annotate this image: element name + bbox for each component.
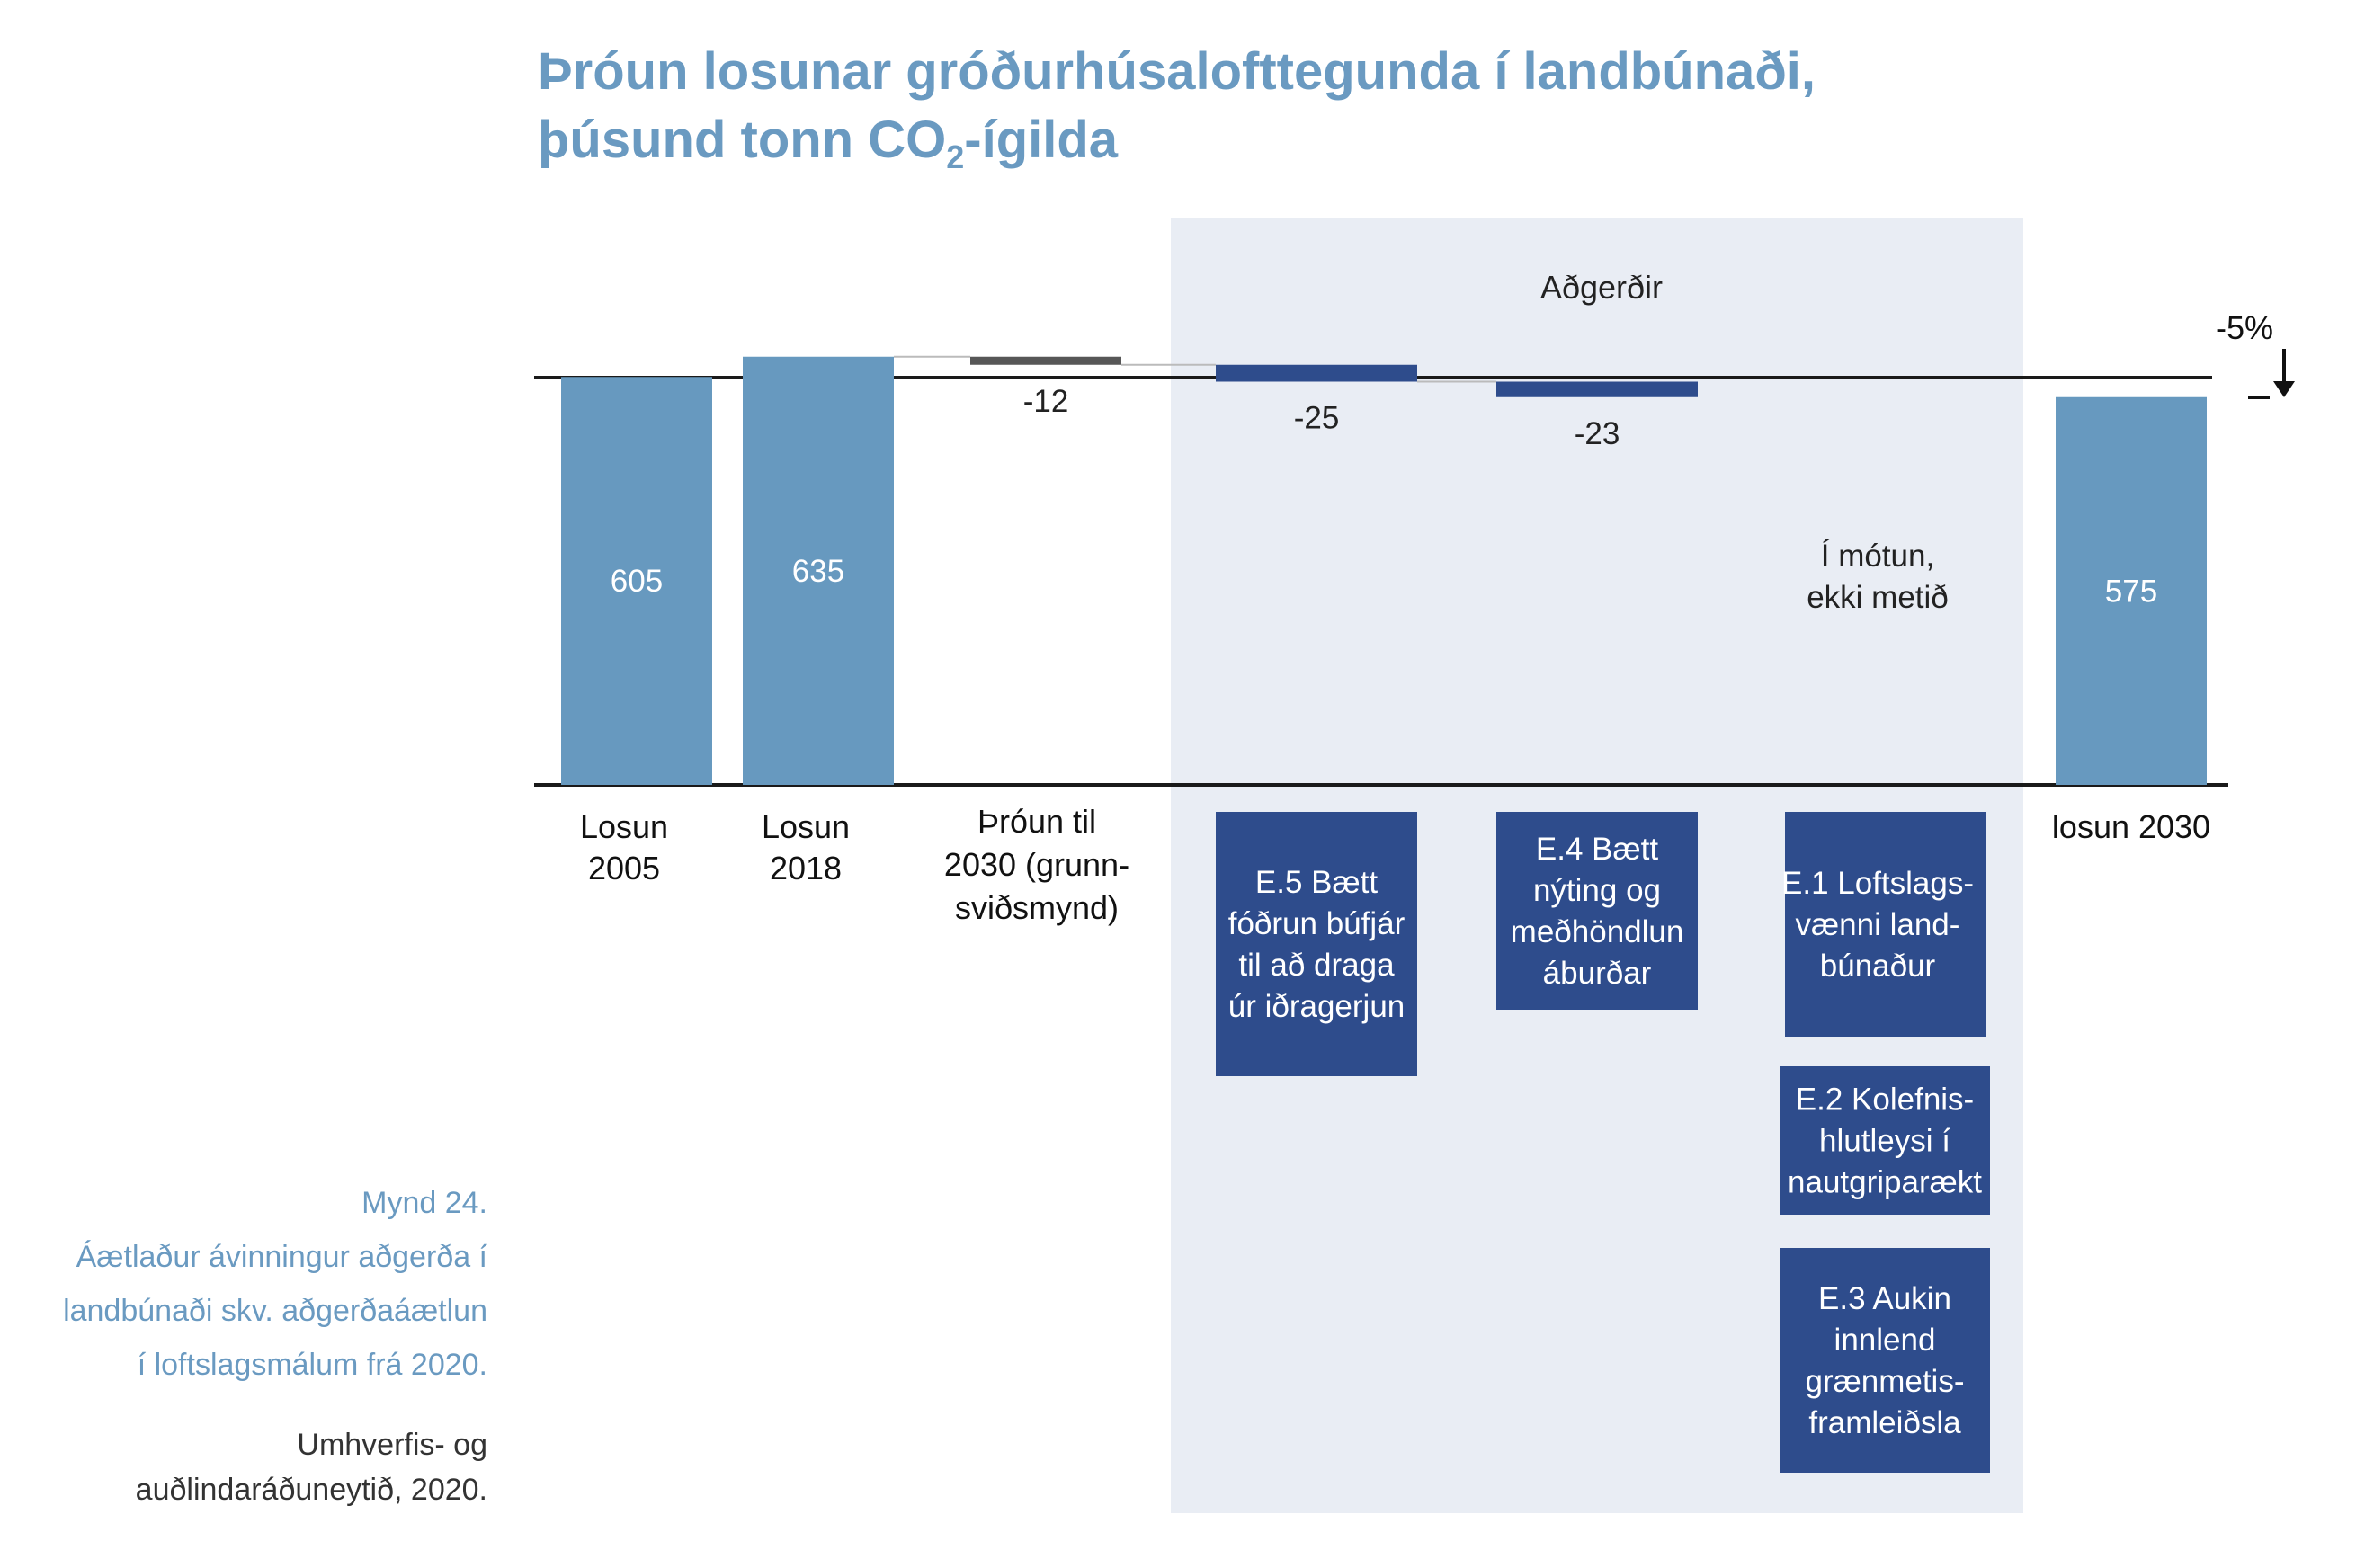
category-label-0-1: 2005 bbox=[588, 850, 660, 886]
chart-title-subscript: 2 bbox=[946, 138, 965, 175]
category-label-0-0: Losun bbox=[580, 808, 668, 845]
category-label-2-2: sviðsmynd) bbox=[955, 889, 1119, 926]
action-box-extra-label-0-2: nautgriparækt bbox=[1788, 1165, 1982, 1200]
caption-line-2: landbúnaði skv. aðgerðaáætlun bbox=[63, 1294, 487, 1328]
action-box-extra-label-0-1: hlutleysi í bbox=[1819, 1124, 1950, 1159]
change-arrow-head bbox=[2273, 381, 2295, 397]
bar-total-0 bbox=[561, 377, 712, 785]
caption-source-line-1: Umhverfis- og bbox=[297, 1428, 487, 1462]
figure-caption: Mynd 24. Áætlaður ávinningur aðgerða í l… bbox=[20, 1176, 487, 1512]
action-box-label-5-0: E.1 Loftslags- bbox=[1781, 866, 1974, 901]
bar-delta-label-3: -25 bbox=[1294, 401, 1340, 436]
bar-delta-label-2: -12 bbox=[1023, 384, 1069, 419]
action-box-label-3-1: fóðrun búfjár bbox=[1228, 906, 1406, 941]
action-box-extra-0 bbox=[1780, 1066, 1990, 1215]
action-box-extra-label-1-2: grænmetis- bbox=[1806, 1364, 1965, 1399]
category-label-2-0: Þróun til bbox=[977, 803, 1096, 840]
bar-value-label-0: 605 bbox=[611, 564, 663, 599]
action-box-label-4-2: meðhöndlun bbox=[1511, 914, 1684, 949]
not-assessed-label-2: ekki metið bbox=[1807, 580, 1949, 615]
action-box-label-3-0: E.5 Bætt bbox=[1255, 865, 1378, 900]
bar-total-1 bbox=[743, 356, 894, 785]
chart-title-line2: þúsund tonn CO2-ígilda bbox=[538, 106, 2156, 174]
chart-title-line2-pre: þúsund tonn CO bbox=[538, 111, 947, 169]
change-percent-label: -5% bbox=[2216, 309, 2273, 346]
action-box-label-4-3: áburðar bbox=[1543, 956, 1652, 991]
action-box-label-4-0: E.4 Bætt bbox=[1536, 832, 1658, 867]
action-box-label-5-1: vænni land- bbox=[1796, 907, 1960, 942]
actions-panel-label: Aðgerðir bbox=[1540, 269, 1663, 306]
bar-delta-2 bbox=[970, 356, 1121, 365]
action-box-extra-label-1-0: E.3 Aukin bbox=[1818, 1281, 1951, 1316]
category-label-2-1: 2030 (grunn- bbox=[944, 846, 1129, 883]
action-box-4 bbox=[1496, 812, 1698, 1010]
action-box-label-4-1: nýting og bbox=[1533, 873, 1661, 908]
category-label-6-0: losun 2030 bbox=[2052, 808, 2210, 845]
action-box-extra-label-1-1: innlend bbox=[1834, 1323, 1936, 1358]
caption-source-line-2: auðlindaráðuneytið, 2020. bbox=[135, 1473, 487, 1507]
chart-title-line2-post: -ígilda bbox=[964, 111, 1119, 169]
bar-delta-label-4: -23 bbox=[1575, 416, 1620, 451]
category-label-1-0: Losun bbox=[762, 808, 850, 845]
not-assessed-label-1: Í mótun, bbox=[1821, 539, 1934, 574]
action-box-label-3-3: úr iðragerjun bbox=[1228, 989, 1406, 1024]
bar-value-label-1: 635 bbox=[792, 554, 844, 589]
caption-source: Umhverfis- og auðlindaráðuneytið, 2020. bbox=[20, 1422, 487, 1512]
caption-figure-number: Mynd 24. bbox=[361, 1186, 487, 1220]
bar-value-label-6: 575 bbox=[2105, 574, 2157, 609]
action-box-label-5-2: búnaður bbox=[1820, 949, 1936, 984]
action-box-5 bbox=[1785, 812, 1986, 1037]
bar-delta-4 bbox=[1496, 381, 1698, 397]
bar-delta-3 bbox=[1216, 364, 1417, 382]
action-box-extra-label-0-0: E.2 Kolefnis- bbox=[1796, 1082, 1974, 1118]
caption-line-3: í loftslagsmálum frá 2020. bbox=[137, 1348, 487, 1382]
action-box-3 bbox=[1216, 812, 1417, 1076]
category-label-1-1: 2018 bbox=[770, 850, 842, 886]
chart-title-line1: Þróun losunar gróðurhúsalofttegunda í la… bbox=[538, 42, 1816, 101]
bar-total-6 bbox=[2056, 396, 2207, 785]
chart-title: Þróun losunar gróðurhúsalofttegunda í la… bbox=[538, 38, 2156, 174]
action-box-extra-label-1-3: framleiðsla bbox=[1808, 1405, 1961, 1440]
action-box-label-3-2: til að draga bbox=[1238, 948, 1395, 983]
caption-line-1: Áætlaður ávinningur aðgerða í bbox=[76, 1240, 487, 1274]
action-box-extra-1 bbox=[1780, 1248, 1990, 1473]
